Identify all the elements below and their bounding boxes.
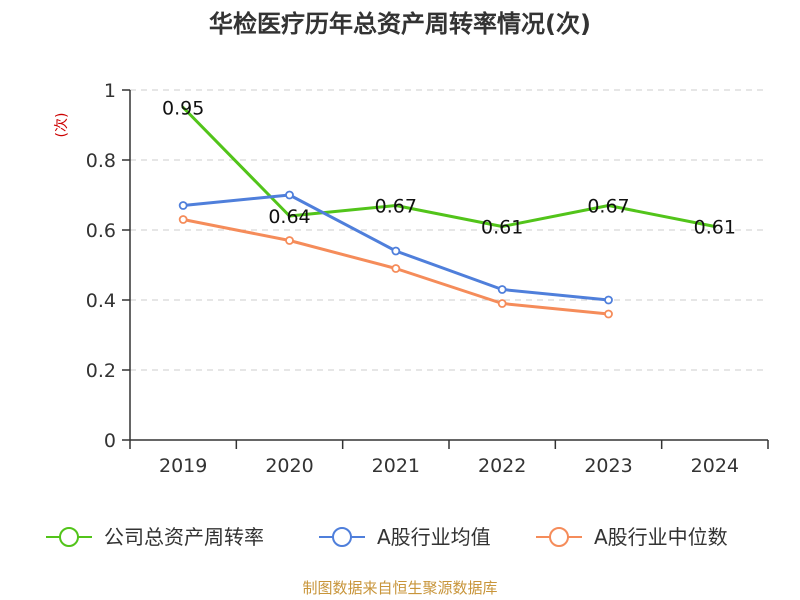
- legend-label: A股行业中位数: [594, 525, 728, 549]
- legend-label: 公司总资产周转率: [104, 525, 264, 549]
- data-label: 0.95: [162, 98, 204, 120]
- legend-swatch-marker: [59, 527, 79, 547]
- series-line: [181, 106, 717, 228]
- data-point: [604, 295, 613, 305]
- series-0: 0.95 0.64 0.67 0.61 0.67 0.61: [162, 98, 736, 239]
- series-1: [178, 190, 613, 305]
- legend-item-0[interactable]: 公司总资产周转率: [46, 525, 264, 549]
- x-tick-label: 2024: [691, 455, 739, 477]
- legend-swatch-marker: [332, 527, 352, 547]
- chart-title: 华检医疗历年总资产周转率情况(次): [209, 10, 591, 38]
- plot-area: 0.95 0.64 0.67 0.61 0.67 0.61: [162, 98, 736, 319]
- data-label: 0.61: [694, 217, 736, 239]
- series-2: [178, 215, 613, 319]
- data-point: [391, 264, 401, 273]
- data-point: [497, 285, 507, 294]
- x-tick-label: 2020: [265, 455, 313, 477]
- data-point: [178, 201, 188, 210]
- data-label: 0.67: [375, 196, 417, 218]
- data-label: 0.67: [587, 196, 629, 218]
- data-label: 0.61: [481, 217, 523, 239]
- legend-label: A股行业均值: [377, 525, 491, 549]
- x-tick-label: 2021: [372, 455, 420, 477]
- axes: 0 0.2 0.4 0.6 0.8 1 2019 2020 2021 2022 2023 2024: [86, 80, 769, 477]
- y-tick-label: 0: [104, 430, 116, 452]
- y-tick-label: 1: [104, 80, 116, 102]
- gridlines: [130, 89, 768, 371]
- data-point: [497, 299, 507, 308]
- x-tick-label: 2019: [159, 455, 207, 477]
- data-point: [285, 236, 294, 245]
- legend-item-2[interactable]: A股行业中位数: [536, 525, 728, 549]
- data-point: [178, 215, 188, 224]
- legend-swatch-marker: [549, 527, 569, 547]
- data-point: [391, 246, 401, 256]
- x-tick-label: 2022: [478, 455, 526, 477]
- y-tick-label: 0.6: [86, 220, 116, 242]
- x-tick-label: 2023: [584, 455, 632, 477]
- legend[interactable]: 公司总资产周转率 A股行业均值 A股行业中位数: [46, 525, 728, 549]
- source-note: 制图数据来自恒生聚源数据库: [302, 579, 497, 597]
- y-tick-label: 0.2: [86, 360, 116, 382]
- data-point: [285, 190, 294, 200]
- data-label: 0.64: [268, 206, 310, 228]
- data-point: [604, 309, 613, 319]
- y-tick-label: 0.8: [86, 150, 116, 172]
- y-tick-label: 0.4: [86, 290, 116, 312]
- y-axis-label: (次): [54, 113, 70, 138]
- legend-item-1[interactable]: A股行业均值: [319, 525, 491, 549]
